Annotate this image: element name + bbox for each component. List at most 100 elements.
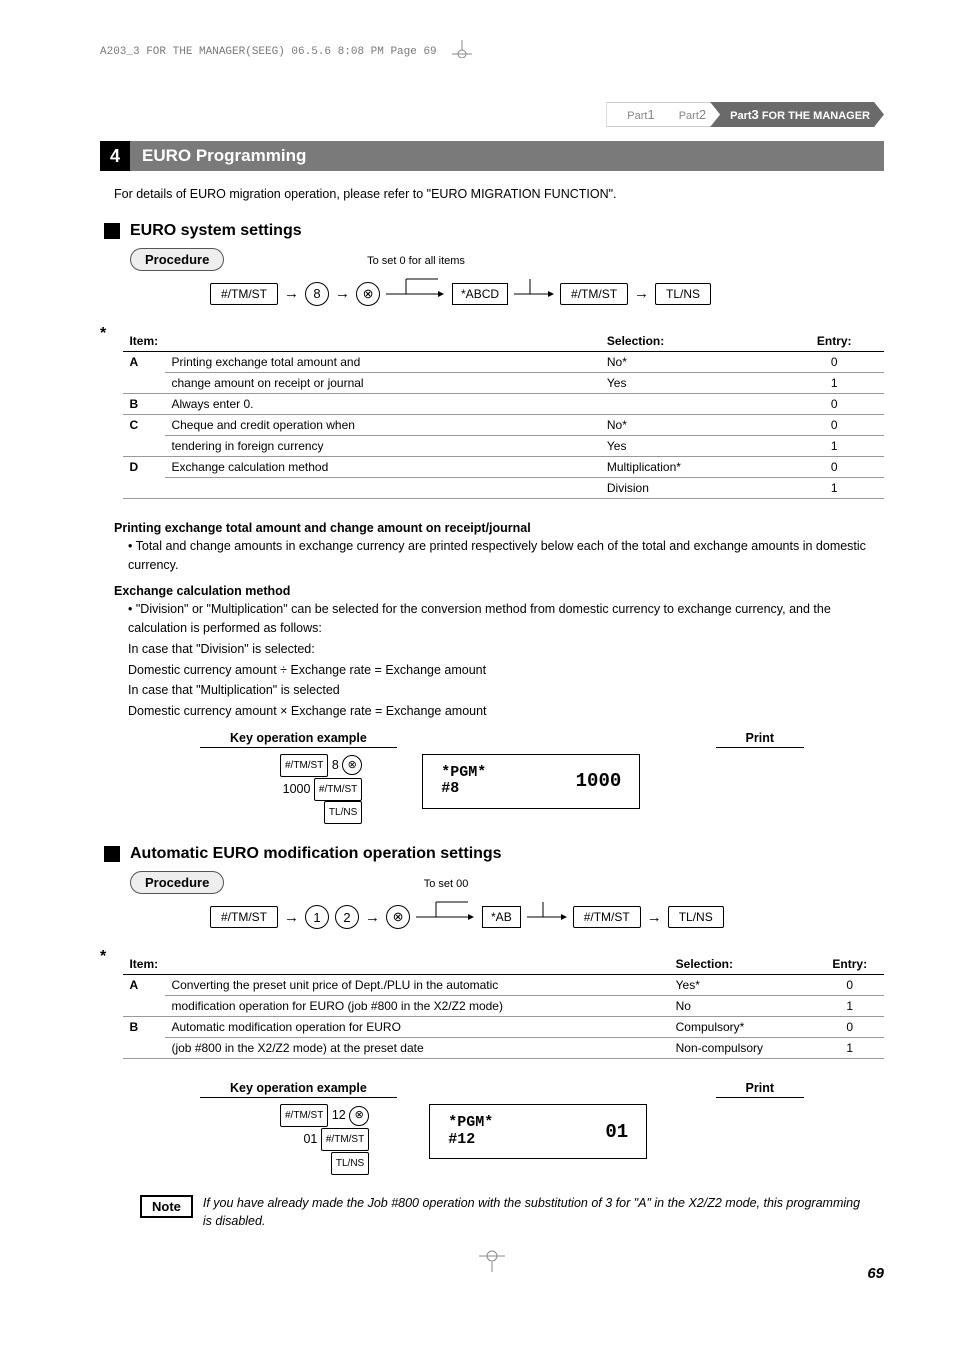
row-desc: Exchange calculation method [165,456,600,477]
row-letter: B [123,1017,165,1059]
table-row: tendering in foreign currencyYes1 [123,435,884,456]
para2-body: • "Division" or "Multiplication" can be … [128,600,870,638]
row-ent: 1 [784,435,884,456]
square-bullet [104,223,120,239]
row-sel: Compulsory* [670,1017,816,1038]
row-ent: 1 [815,996,884,1017]
bc-label: Part [730,110,751,122]
arrow-icon: → [365,909,380,926]
row-letter: A [123,975,165,1017]
bc-num: 3 [752,107,759,122]
section-number: 4 [100,141,130,171]
row-sel: Division [601,477,785,498]
row-sel: Non-compulsory [670,1038,816,1059]
para2-line: Domestic currency amount ÷ Exchange rate… [128,661,870,680]
table-row: modification operation for EURO (job #80… [123,996,884,1017]
row-letter: A [123,351,165,393]
table-row: Division1 [123,477,884,498]
note-text: If you have already made the Job #800 op… [203,1195,870,1230]
key-tmst: #/TM/ST [560,283,628,305]
section-4-header: 4 EURO Programming [100,141,884,171]
table-row: (job #800 in the X2/Z2 mode) at the pres… [123,1038,884,1059]
para2-line: In case that "Multiplication" is selecte… [128,681,870,700]
square-bullet [104,846,120,862]
key-multiply: ⊗ [356,282,380,306]
example-headers-2: Key operation example Print [200,1081,804,1098]
arrow-icon: → [335,285,350,302]
para1-heading: Printing exchange total amount and chang… [114,521,870,535]
bc-label: Part [627,110,647,122]
example-headers-1: Key operation example Print [200,731,804,748]
key: #/TM/ST [321,1128,369,1151]
key-2: 2 [335,905,359,929]
key-digit: 8 [332,758,339,772]
breadcrumb-part3-active: Part3 FOR THE MANAGER [710,102,884,127]
print-receipt-2: *PGM* #12 01 [429,1104,647,1159]
bc-title: FOR THE MANAGER [762,110,870,122]
spec-table-2: Item: Selection: Entry: AConverting the … [123,954,884,1059]
row-desc: change amount on receipt or journal [165,372,600,393]
subhead-text: Automatic EURO modification operation se… [130,845,502,863]
arrow-icon: → [284,909,299,926]
key-value: 1000 [283,782,311,796]
procedure-row-1: Procedure [130,248,884,271]
key: TL/NS [324,801,362,824]
subhead-euro-system: EURO system settings [104,222,880,240]
key: #/TM/ST [314,778,362,801]
row-sel: Yes [601,435,785,456]
row-letter: B [123,393,165,414]
section-title: EURO Programming [130,141,884,171]
branch-note: To set 00 [424,878,469,890]
flow-diagram-1: #/TM/ST → 8 → ⊗ To set 0 for all items *… [210,277,884,311]
spec-table-1: Item: Selection: Entry: APrinting exchan… [123,331,884,499]
example-row-1: #/TM/ST 8 ⊗ 1000 #/TM/ST TL/NS *PGM* #8 … [280,754,884,825]
row-ent: 0 [784,456,884,477]
table-row: CCheque and credit operation whenNo*0 [123,414,884,435]
row-sel: No [670,996,816,1017]
flow-diagram-2: #/TM/ST → 1 2 → ⊗ To set 00 *AB #/TM/ST … [210,900,884,934]
table-row: APrinting exchange total amount andNo*0 [123,351,884,372]
note-label: Note [140,1195,193,1218]
row-sel: No* [601,351,785,372]
print-line: *PGM* [448,1115,493,1132]
bc-label: Part [679,110,699,122]
print-value: 1000 [576,770,622,792]
subhead-text: EURO system settings [130,222,302,240]
flow-branch: To set 00 [416,900,476,934]
row-ent: 0 [815,1017,884,1038]
key-tmst: #/TM/ST [210,283,278,305]
section-intro: For details of EURO migration operation,… [114,185,870,204]
row-ent: 0 [815,975,884,996]
col-item: Item: [123,954,669,975]
table-header-row: Item: Selection: Entry: [123,954,884,975]
col-item: Item: [123,331,600,352]
table-row: BAutomatic modification operation for EU… [123,1017,884,1038]
table-row: change amount on receipt or journalYes1 [123,372,884,393]
key-1: 1 [305,905,329,929]
key-tlns: TL/NS [655,283,711,305]
row-letter: D [123,456,165,498]
row-desc: Printing exchange total amount and [165,351,600,372]
key-value: 01 [303,1132,317,1146]
print-line: #12 [448,1132,493,1149]
col-entry: Entry: [784,331,884,352]
bc-title-text: FOR THE MANAGER [762,110,870,122]
input-ab: *AB [482,906,521,928]
page: A203_3 FOR THE MANAGER(SEEG) 06.5.6 8:08… [0,0,954,1312]
para2-heading: Exchange calculation method [114,584,870,598]
breadcrumb: Part1 Part2 Part3 FOR THE MANAGER [100,102,884,127]
arrow-icon: → [634,285,649,302]
arrow-icon: → [647,909,662,926]
row-ent: 1 [784,372,884,393]
star-marker: * [100,325,117,511]
row-desc: Automatic modification operation for EUR… [165,1017,669,1038]
row-ent: 1 [815,1038,884,1059]
row-ent: 0 [784,414,884,435]
breadcrumb-part1: Part1 [606,102,668,127]
key-op-header: Key operation example [200,1081,397,1098]
key-operations: #/TM/ST 12 ⊗ 01 #/TM/ST TL/NS [280,1104,369,1175]
branch-note: To set 0 for all items [367,255,465,267]
key-tmst: #/TM/ST [573,906,641,928]
table1-wrap: * Item: Selection: Entry: APrinting exch… [100,325,884,511]
procedure-pill: Procedure [130,871,224,894]
